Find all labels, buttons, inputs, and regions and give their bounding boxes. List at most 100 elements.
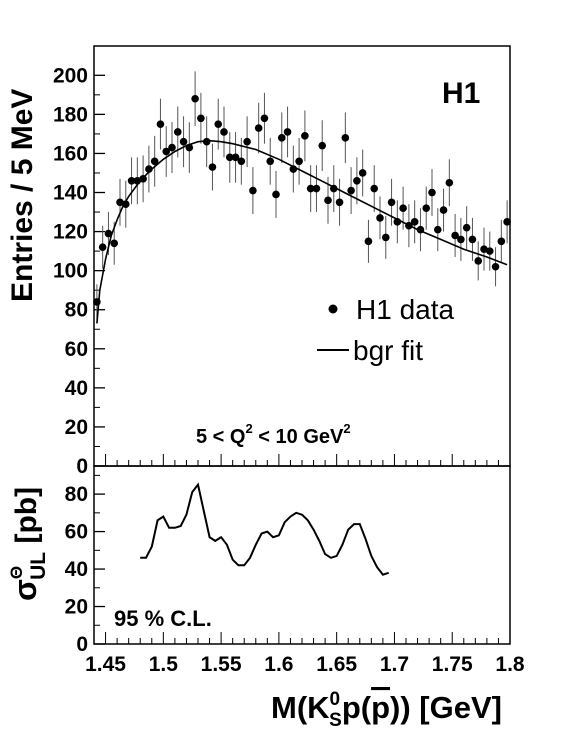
top-y-tick-label: 120 [53, 221, 88, 244]
data-point [335, 198, 344, 207]
data-point [451, 231, 459, 240]
x-title-sup: 0 [330, 689, 341, 710]
x-tick-label: 1.65 [316, 653, 357, 676]
data-point [324, 196, 332, 205]
data-point [168, 143, 176, 152]
data-point [405, 221, 413, 230]
x-tick-label: 1.6 [264, 653, 293, 676]
data-point [468, 235, 477, 244]
data-point [457, 235, 465, 244]
bottom-y-tick-label: 60 [65, 521, 88, 544]
data-point [249, 186, 257, 195]
q2-annotation: 5 < Q2 < 10 GeV2 [196, 421, 351, 448]
x-tick-label: 1.55 [201, 653, 242, 676]
upper-limit-line [140, 482, 390, 576]
data-point [445, 178, 454, 187]
svg-text:σΘUL [pb]: σΘUL [pb] [7, 487, 50, 601]
data-point [202, 137, 211, 146]
data-point [283, 128, 292, 136]
q2-sup2: 2 [343, 421, 350, 436]
top-y-tick-label: 0 [76, 455, 88, 478]
x-title-sub: S [329, 710, 342, 729]
data-point [179, 137, 188, 146]
x-tick-label: 1.8 [495, 653, 525, 676]
data-point [295, 157, 303, 166]
data-point [347, 186, 355, 195]
data-point [254, 124, 263, 132]
data-point [133, 176, 142, 185]
bottom-y-tick-label: 40 [65, 558, 88, 581]
data-point [260, 114, 269, 123]
x-axis-title: M(K0 Sp(p)) [GeV] [271, 689, 502, 729]
legend-data-label: H1 data [356, 294, 454, 325]
cl-annotation: 95 % C.L. [114, 606, 212, 631]
top-y-ticks: 0 20 40 60 80 100 120 140 160 180 200 [53, 64, 105, 478]
q2-text: 5 < Q [196, 426, 245, 448]
top-y-tick-label: 140 [53, 182, 88, 205]
bottom-y-tick-label: 80 [65, 483, 88, 506]
top-x-ticks [93, 454, 511, 466]
x-tick-label: 1.45 [85, 653, 126, 676]
data-point [312, 184, 321, 193]
data-point [104, 229, 113, 238]
data-point [329, 184, 338, 193]
sigma-sup: Θ [7, 566, 26, 579]
data-point [341, 134, 350, 142]
bottom-y-tick-label: 0 [76, 633, 88, 656]
data-point [121, 200, 130, 209]
sigma-unit: [pb] [10, 487, 43, 552]
data-point [387, 198, 396, 207]
data-point [127, 176, 136, 185]
data-point [220, 128, 228, 136]
x-tick-label: 1.7 [380, 653, 409, 676]
top-y-tick-label: 200 [53, 64, 88, 87]
x-title-mid: p( [342, 690, 372, 725]
data-point [116, 198, 124, 207]
data-point [364, 237, 373, 246]
x-title-m: M(K [271, 690, 330, 725]
data-point [358, 169, 367, 177]
data-point [497, 237, 506, 246]
data-point [162, 147, 171, 156]
data-point [266, 157, 275, 166]
data-point [376, 214, 384, 222]
legend-fit-label: bgr fit [353, 335, 423, 366]
data-point [110, 239, 119, 248]
data-point [197, 114, 205, 123]
data-point [462, 223, 471, 232]
data-point [428, 188, 436, 197]
data-point [277, 134, 286, 142]
bottom-y-axis-title: σΘUL [pb] [7, 487, 50, 601]
data-point [225, 153, 234, 162]
x-tick-label: 1.75 [432, 653, 473, 676]
data-point [208, 163, 217, 171]
data-point [433, 225, 442, 234]
x-tick-label: 1.5 [149, 653, 179, 676]
data-point [145, 165, 153, 173]
data-point [393, 218, 402, 226]
data-point [272, 190, 280, 199]
data-point [185, 143, 194, 152]
bottom-y-tick-label: 20 [65, 596, 88, 619]
sigma-sub: UL [27, 552, 50, 580]
data-point [399, 204, 407, 212]
data-point [98, 243, 107, 252]
x-title-pbar: p [371, 690, 390, 725]
data-point [191, 94, 199, 103]
sigma-symbol: σ [7, 579, 43, 601]
data-point [139, 175, 147, 183]
legend: H1 data bgr fit [317, 294, 454, 366]
data-point [156, 120, 165, 128]
data-point [150, 157, 159, 166]
bottom-x-ticks: 1.45 1.5 1.55 1.6 1.65 1.7 1.75 1.8 [85, 632, 525, 676]
top-y-tick-label: 160 [53, 142, 88, 165]
data-point [237, 157, 246, 166]
data-point [439, 206, 448, 214]
data-point [214, 120, 223, 128]
bottom-y-ticks: 0 20 40 60 80 [65, 474, 105, 656]
data-point [491, 262, 500, 271]
top-y-tick-label: 60 [65, 338, 88, 361]
data-point [503, 218, 511, 226]
top-y-tick-label: 40 [65, 377, 88, 400]
